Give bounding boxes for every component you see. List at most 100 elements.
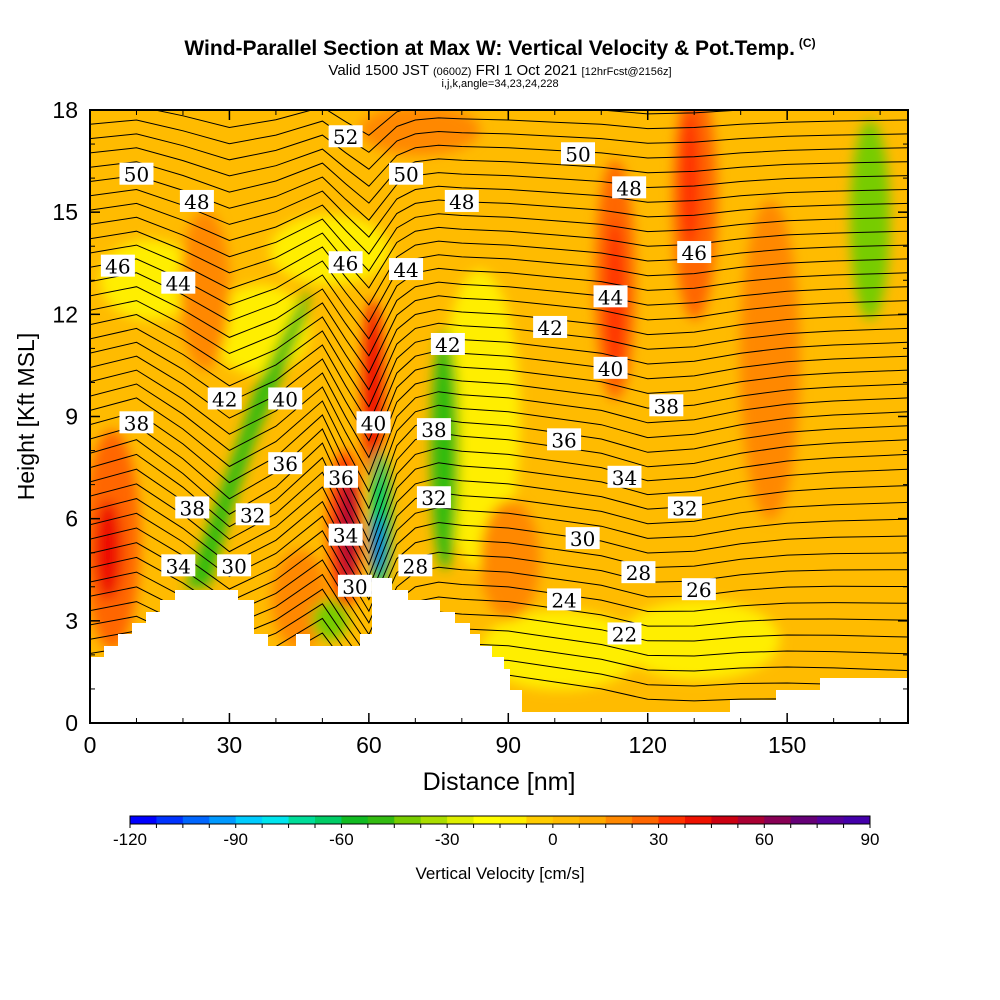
velocity-patch (431, 330, 459, 570)
contour-label-bg (612, 176, 647, 199)
theta-contour-line (90, 322, 908, 408)
contour-label: 42 (207, 387, 242, 411)
contour-label-text: 30 (570, 527, 595, 551)
contour-label: 46 (677, 241, 712, 265)
contour-label-text: 30 (221, 554, 246, 578)
contour-label-text: 48 (616, 176, 641, 200)
chart-subtitle: Valid 1500 JST (0600Z) FRI 1 Oct 2021 [1… (328, 62, 672, 79)
contour-label-bg (547, 588, 582, 611)
contour-label-bg (217, 554, 252, 577)
contour-label: 32 (235, 503, 270, 527)
contour-label-text: 24 (551, 588, 576, 612)
theta-contour-line (90, 477, 908, 578)
contour-label-text: 46 (681, 241, 706, 265)
contour-label-text: 30 (342, 575, 367, 599)
theta-contour-line (90, 267, 908, 340)
contour-label-text: 40 (272, 387, 297, 411)
contour-label: 40 (356, 411, 391, 435)
contour-label-bg (268, 452, 303, 475)
y-tick-label: 3 (65, 608, 78, 634)
contour-label-bg (235, 503, 270, 526)
contour-label-text: 50 (565, 142, 590, 166)
colorbar-tick-label: -30 (435, 830, 460, 849)
contour-label-text: 28 (626, 561, 651, 585)
theta-contour-line (90, 521, 908, 613)
contour-label-text: 38 (180, 496, 205, 520)
contour-label: 44 (389, 258, 424, 282)
contour-label: 22 (607, 622, 642, 646)
theta-contour-line (90, 130, 908, 170)
contour-label-bg (328, 523, 363, 546)
contour-label-text: 32 (672, 496, 697, 520)
contour-label-bg (389, 162, 424, 185)
contour-label: 38 (175, 496, 210, 520)
contour-label: 38 (119, 411, 154, 435)
terrain (90, 578, 908, 723)
colorbar-swatch (262, 816, 290, 824)
colorbar-swatch (843, 816, 871, 824)
contour-label: 32 (416, 486, 451, 510)
colorbar-tick-label: -120 (113, 830, 147, 849)
contour-label: 24 (547, 588, 582, 612)
contour-label-bg (337, 574, 372, 597)
theta-contour-line (90, 281, 908, 357)
colorbar-swatch (182, 816, 210, 824)
chart-meta-line: i,j,k,angle=34,23,24,228 (441, 78, 559, 90)
contour-label-bg (533, 315, 568, 338)
y-tick-label: 15 (52, 199, 78, 225)
contour-label-text: 36 (551, 428, 576, 452)
contour-label: 50 (119, 162, 154, 187)
colorbar-tick-label: 0 (548, 830, 557, 849)
contour-label: 38 (649, 394, 684, 418)
contour-label-bg (593, 285, 628, 308)
contour-label-text: 42 (537, 316, 562, 340)
contour-label-text: 50 (124, 163, 149, 187)
velocity-patch (850, 120, 890, 320)
contour-label: 30 (565, 527, 600, 551)
colorbar-tick-label: -90 (223, 830, 248, 849)
contour-label-bg (328, 251, 363, 274)
contour-label: 30 (217, 554, 252, 578)
colorbar-swatch (658, 816, 686, 824)
contour-label: 34 (328, 523, 363, 548)
colorbar-swatch (341, 816, 369, 824)
contour-label-text: 38 (124, 411, 149, 435)
colorbar-swatch (526, 816, 554, 824)
contour-label-bg (547, 428, 582, 451)
colorbar-swatch (235, 816, 263, 824)
theta-contour-line (90, 308, 908, 391)
colorbar-swatch (552, 816, 580, 824)
contour-label-text: 46 (105, 255, 130, 279)
contour-label-bg (207, 387, 242, 410)
title-mark: (C) (798, 36, 816, 50)
contour-label-bg (444, 189, 479, 212)
contour-label-bg (161, 271, 196, 294)
theta-contour-line (90, 199, 908, 255)
contour-label-text: 36 (272, 452, 297, 476)
theta-contour-line (90, 254, 908, 323)
colorbar-swatch (156, 816, 184, 824)
contour-label-bg (268, 387, 303, 410)
colorbar-swatch (209, 816, 237, 824)
contour-label: 38 (416, 418, 451, 442)
x-tick-label: 90 (495, 732, 521, 758)
colorbar-swatch (500, 816, 527, 824)
x-axis-label: Distance [nm] (423, 768, 576, 796)
contour-label: 40 (268, 387, 303, 411)
theta-contours (90, 110, 908, 723)
colorbar-swatch (605, 816, 633, 824)
contour-labels: 52 50 50 50 48 48 48 46 46 46 44 44 44 42 42 42 40 40 40 38… (100, 125, 716, 646)
colorbar-swatch (288, 816, 316, 824)
theta-contour-line (90, 506, 908, 601)
contour-label-text: 42 (435, 333, 460, 357)
contour-label-bg (607, 622, 642, 645)
theta-contour-line (90, 363, 908, 459)
contour-label-text: 22 (612, 622, 637, 646)
contour-label: 36 (323, 465, 358, 490)
colorbar-swatch (737, 816, 765, 824)
colorbar-swatch (394, 816, 422, 824)
contour-label-bg (416, 418, 451, 441)
velocity-patch (740, 200, 800, 520)
theta-contour-line (90, 172, 908, 221)
